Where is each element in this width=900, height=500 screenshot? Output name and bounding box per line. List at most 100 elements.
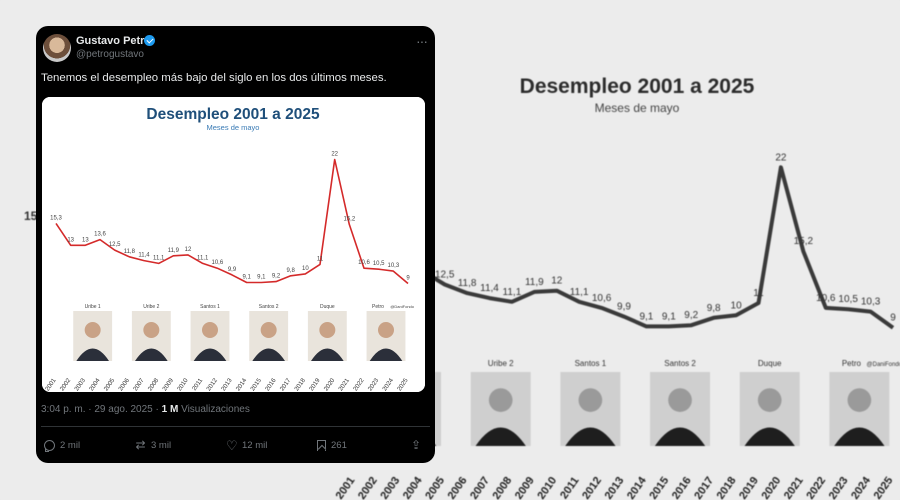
repost-count: 3 mil (151, 440, 172, 451)
like-button[interactable]: ♡ 12 mil (226, 438, 268, 453)
president-suit (565, 427, 616, 446)
value-label: 9,8 (707, 303, 721, 314)
reply-count: 2 mil (60, 440, 81, 451)
reply-icon (44, 440, 55, 452)
president-face (488, 388, 513, 412)
president-suit (76, 348, 109, 361)
value-label: 9,1 (242, 275, 251, 281)
tweet-text: Tenemos el desempleo más bajo del siglo … (41, 72, 387, 84)
value-label: 12 (185, 247, 192, 253)
share-icon: ⇪ (411, 438, 422, 452)
value-label: 11,1 (503, 287, 522, 298)
president-label: Santos 2 (664, 359, 696, 368)
tweet-actions: 2 mil ⇄ 3 mil ♡ 12 mil 261 ⇪ (44, 438, 428, 454)
author-name[interactable]: Gustavo Petro (76, 35, 152, 47)
value-label: 10,3 (861, 297, 881, 308)
value-label: 9,1 (257, 275, 266, 281)
president-face (847, 388, 872, 412)
series-line (353, 165, 895, 330)
president-label: Santos 1 (575, 359, 607, 368)
bg-chart-subtitle: Meses de mayo (595, 101, 680, 115)
repost-button[interactable]: ⇄ 3 mil (135, 439, 172, 451)
president-suit (311, 348, 344, 361)
president-suit (654, 427, 706, 446)
value-label: 13 (82, 237, 89, 243)
value-label: 10 (731, 300, 743, 311)
bg-chart-title: Desempleo 2001 a 2025 (520, 75, 755, 98)
value-label: 12,5 (109, 242, 121, 248)
value-label: 10,6 (592, 293, 612, 304)
value-label: 11,9 (168, 248, 180, 254)
president-face (260, 322, 277, 338)
share-button[interactable]: ⇪ (411, 438, 422, 452)
value-label: 10,3 (387, 263, 399, 269)
chart-subtitle: Meses de mayo (207, 123, 260, 132)
president-suit (193, 348, 227, 361)
value-label: 22 (331, 152, 338, 158)
like-icon: ♡ (226, 438, 238, 453)
reply-button[interactable]: 2 mil (44, 440, 81, 452)
value-label: 15,2 (343, 216, 355, 222)
value-label: 12,5 (435, 270, 455, 281)
value-label: 9,2 (684, 310, 698, 321)
value-label: 11 (753, 288, 764, 299)
president-face (378, 322, 394, 338)
president-label: Petro (372, 304, 384, 310)
more-icon[interactable]: ··· (416, 33, 428, 49)
tweet-meta: 3:04 p. m. · 29 ago. 2025 · 1 M Visualiz… (41, 404, 250, 415)
value-label: 11,1 (570, 287, 589, 298)
like-count: 12 mil (242, 440, 268, 451)
president-label: Petro (842, 359, 862, 368)
president-label: Uribe 2 (488, 359, 514, 368)
president-face (319, 322, 336, 338)
value-label: 22 (775, 152, 787, 163)
value-label: 10,6 (211, 260, 223, 266)
value-label: 9,2 (272, 274, 281, 280)
president-suit (834, 427, 885, 446)
president-label: Santos 1 (200, 304, 220, 310)
series-line (55, 158, 409, 285)
tweet-card[interactable]: Gustavo Petro @petrogustavo ··· Tenemos … (36, 26, 435, 463)
president-label: Uribe 1 (85, 304, 101, 310)
verified-badge-icon (144, 35, 155, 46)
author-avatar[interactable] (43, 34, 71, 62)
value-label: 11,8 (458, 278, 477, 289)
tweet-chart-image[interactable]: Desempleo 2001 a 2025 Meses de mayo 15,3… (42, 97, 425, 392)
value-label: 10,6 (816, 293, 836, 304)
bookmark-icon (317, 440, 326, 451)
watermark: @DaniFondo (390, 304, 414, 309)
value-label: 11,4 (138, 253, 150, 259)
president-suit (369, 348, 403, 361)
bookmark-button[interactable]: 261 (317, 440, 347, 451)
value-label: 11,4 (480, 283, 499, 294)
tweet-timestamp[interactable]: 3:04 p. m. · 29 ago. 2025 · (41, 404, 162, 415)
president-face (202, 322, 218, 338)
value-label: 11 (317, 256, 324, 262)
president-suit (744, 427, 795, 446)
value-label: 15,2 (794, 236, 814, 247)
value-label: 15,3 (50, 215, 62, 221)
author-handle[interactable]: @petrogustavo (76, 49, 144, 60)
president-suit (135, 348, 168, 361)
president-label: Duque (320, 304, 335, 310)
chart-title: Desempleo 2001 a 2025 (146, 106, 320, 123)
view-label: Visualizaciones (181, 404, 250, 415)
value-label: 9,1 (662, 311, 676, 322)
view-count: 1 M (161, 404, 179, 415)
value-label: 11,9 (525, 277, 544, 288)
president-label: Uribe 2 (143, 304, 159, 310)
president-face (757, 388, 782, 412)
bookmark-count: 261 (331, 440, 347, 451)
value-label: 10,5 (838, 294, 858, 305)
president-face (668, 388, 692, 412)
value-label: 9 (890, 313, 896, 324)
value-label: 11,1 (197, 255, 209, 261)
value-label: 10,6 (358, 260, 370, 266)
value-label: 11,1 (153, 255, 165, 261)
divider (41, 426, 430, 427)
value-label: 9,9 (617, 302, 631, 313)
value-label: 9 (406, 275, 410, 281)
value-label: 12 (551, 276, 563, 287)
value-label: 9,1 (639, 311, 653, 322)
